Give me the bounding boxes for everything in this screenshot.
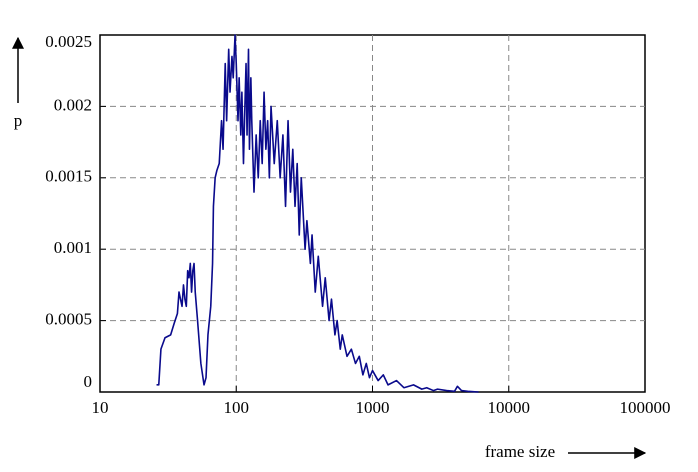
x-tick-label: 100000 [620,398,671,417]
x-tick-label: 1000 [356,398,390,417]
x-axis-label: frame size [485,442,555,461]
y-axis-label: p [14,111,23,130]
x-tick-label: 10 [92,398,109,417]
y-tick-label: 0.002 [54,95,92,114]
x-tick-label: 10000 [488,398,531,417]
y-tick-label: 0.0025 [45,32,92,51]
y-tick-label: 0.0015 [45,167,92,186]
y-tick-label: 0 [84,372,93,391]
y-tick-label: 0.001 [54,238,92,257]
data-line [156,34,479,393]
y-tick-label: 0.0005 [45,310,92,329]
x-tick-label: 100 [224,398,250,417]
